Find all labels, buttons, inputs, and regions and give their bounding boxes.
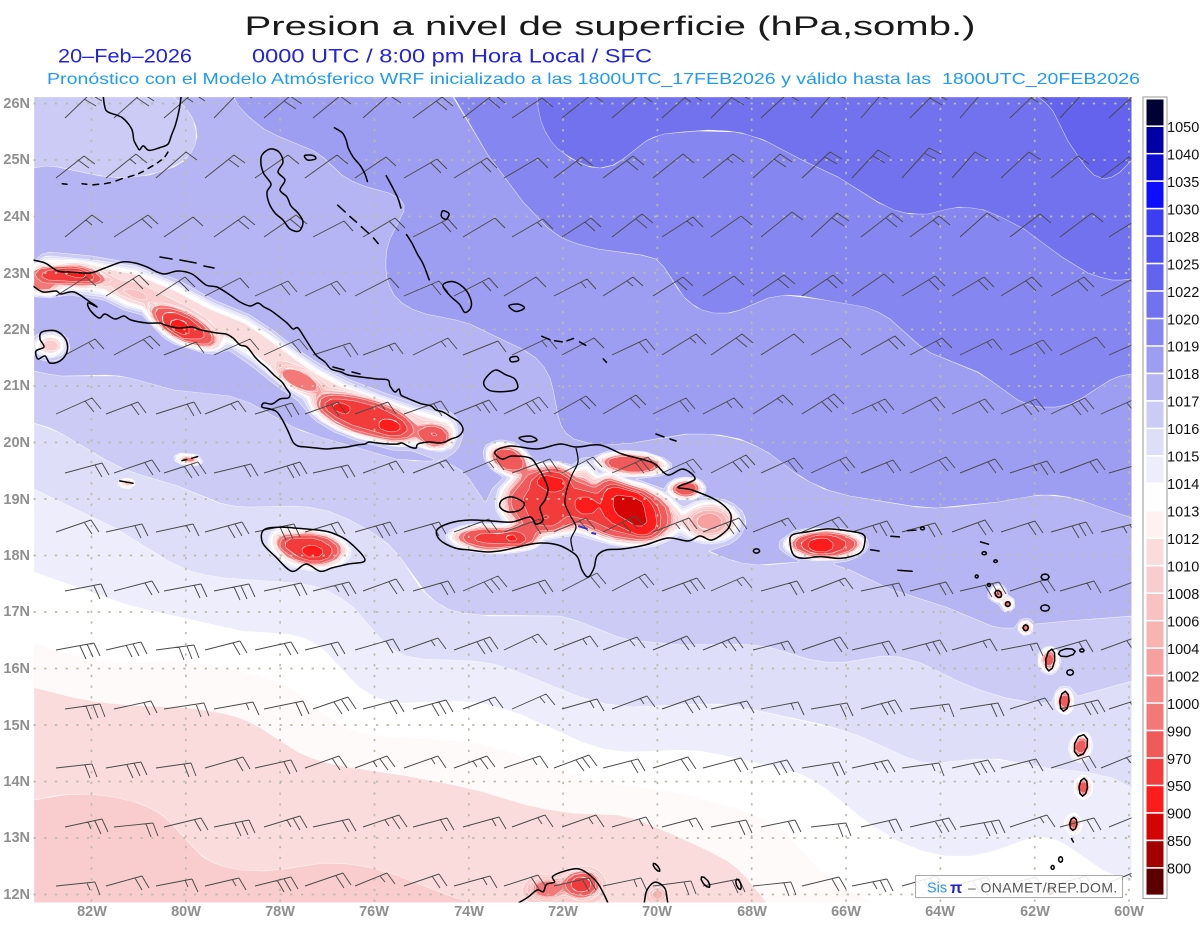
svg-text:19N: 19N xyxy=(3,492,30,508)
svg-text:1040: 1040 xyxy=(1167,147,1199,163)
svg-text:20–Feb–2026: 20–Feb–2026 xyxy=(58,47,192,68)
svg-text:1020: 1020 xyxy=(1167,312,1199,328)
svg-text:1017: 1017 xyxy=(1167,395,1199,411)
svg-text:14N: 14N xyxy=(3,774,30,790)
svg-text:800: 800 xyxy=(1167,862,1191,878)
svg-text:1013: 1013 xyxy=(1167,505,1199,521)
svg-text:1050: 1050 xyxy=(1167,120,1199,136)
svg-text:15N: 15N xyxy=(3,718,30,734)
svg-text:20N: 20N xyxy=(3,435,30,451)
svg-text:850: 850 xyxy=(1167,834,1191,850)
svg-text:26N: 26N xyxy=(3,96,30,112)
svg-text:22N: 22N xyxy=(3,322,30,338)
svg-text:1015: 1015 xyxy=(1167,450,1199,466)
svg-text:74W: 74W xyxy=(454,904,484,920)
svg-text:68W: 68W xyxy=(737,904,767,920)
svg-text:80W: 80W xyxy=(171,904,201,920)
svg-text:1014: 1014 xyxy=(1167,477,1199,493)
svg-text:82W: 82W xyxy=(77,904,107,920)
svg-text:16N: 16N xyxy=(3,661,30,677)
svg-text:1002: 1002 xyxy=(1167,669,1199,685)
svg-text:18N: 18N xyxy=(3,548,30,564)
svg-text:1008: 1008 xyxy=(1167,587,1199,603)
svg-text:950: 950 xyxy=(1167,779,1191,795)
svg-text:π: π xyxy=(950,880,962,897)
svg-text:1025: 1025 xyxy=(1167,257,1199,273)
svg-text:900: 900 xyxy=(1167,807,1191,823)
svg-text:0000 UTC / 8:00 pm Hora Local: 0000 UTC / 8:00 pm Hora Local / SFC xyxy=(252,47,652,68)
svg-text:1012: 1012 xyxy=(1167,532,1199,548)
svg-text:25N: 25N xyxy=(3,152,30,168)
svg-text:1006: 1006 xyxy=(1167,614,1199,630)
svg-text:1018: 1018 xyxy=(1167,367,1199,383)
svg-text:72W: 72W xyxy=(548,904,578,920)
svg-text:64W: 64W xyxy=(925,904,955,920)
svg-text:13N: 13N xyxy=(3,830,30,846)
svg-text:12N: 12N xyxy=(3,887,30,903)
svg-text:17N: 17N xyxy=(3,604,30,620)
svg-text:1030: 1030 xyxy=(1167,202,1199,218)
svg-text:1028: 1028 xyxy=(1167,230,1199,246)
svg-text:24N: 24N xyxy=(3,209,30,225)
svg-text:70W: 70W xyxy=(642,904,672,920)
svg-text:Sis: Sis xyxy=(927,881,947,897)
svg-text:60W: 60W xyxy=(1114,904,1144,920)
svg-text:1000: 1000 xyxy=(1167,697,1199,713)
svg-text:1004: 1004 xyxy=(1167,642,1199,658)
svg-text:1019: 1019 xyxy=(1167,340,1199,356)
svg-text:62W: 62W xyxy=(1020,904,1050,920)
svg-text:76W: 76W xyxy=(359,904,389,920)
svg-text:990: 990 xyxy=(1167,724,1191,740)
svg-text:78W: 78W xyxy=(265,904,295,920)
svg-text:Presion a nivel de superficie: Presion a nivel de superficie (hPa,somb.… xyxy=(245,11,976,41)
svg-text:66W: 66W xyxy=(831,904,861,920)
svg-text:1010: 1010 xyxy=(1167,560,1199,576)
svg-text:21N: 21N xyxy=(3,378,30,394)
svg-text:970: 970 xyxy=(1167,752,1191,768)
svg-text:– ONAMET/REP.DOM.: – ONAMET/REP.DOM. xyxy=(968,880,1118,896)
svg-text:1035: 1035 xyxy=(1167,175,1199,191)
svg-text:1022: 1022 xyxy=(1167,285,1199,301)
svg-text:23N: 23N xyxy=(3,266,30,282)
svg-text:Pronóstico con el Modelo Atmós: Pronóstico con el Modelo Atmósferico WRF… xyxy=(47,71,1140,88)
svg-text:1016: 1016 xyxy=(1167,422,1199,438)
